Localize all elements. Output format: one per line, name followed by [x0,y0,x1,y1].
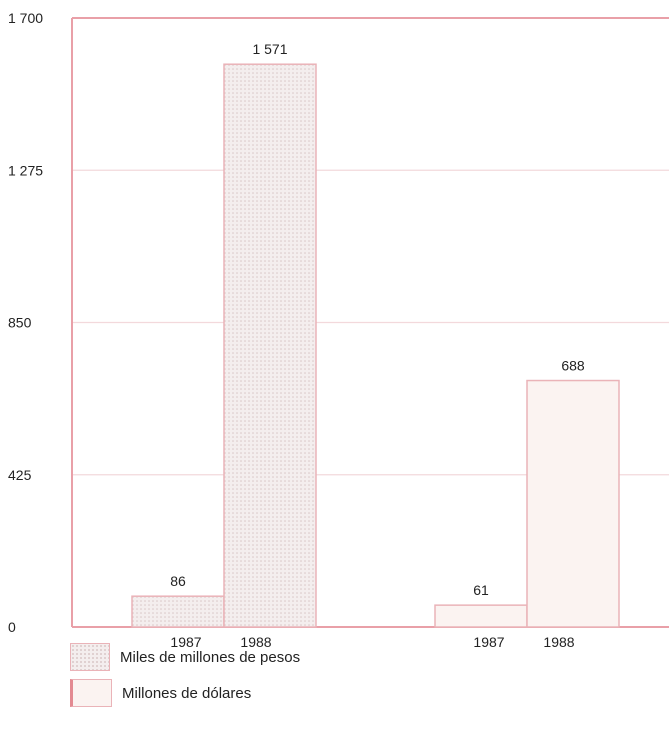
legend-item-pesos: Miles de millones de pesos [70,640,300,674]
bar-value-label: 1 571 [252,41,287,57]
bar-0-1987 [131,595,225,628]
bar-value-label: 688 [561,358,585,374]
legend-item-dolares: Millones de dólares [70,676,300,710]
legend-swatch-plain [70,679,112,707]
bar-value-label: 86 [170,573,186,589]
y-tick-label: 1 700 [8,10,43,26]
bar-1-1987 [434,604,528,628]
y-tick-label: 425 [8,467,32,483]
x-category-label: 1987 [473,634,504,650]
x-category-label: 1988 [543,634,574,650]
legend: Miles de millones de pesos Millones de d… [70,640,300,712]
legend-label-pesos: Miles de millones de pesos [120,648,301,666]
x-category-label: 1988 [240,634,271,650]
y-tick-label: 1 275 [8,162,43,178]
bar-value-label: 61 [473,582,489,598]
y-tick-label: 0 [8,619,16,635]
x-category-label: 1987 [170,634,201,650]
bar-0-1988 [223,63,317,628]
legend-label-dolares: Millones de dólares [122,684,252,702]
bar-1-1988 [526,379,620,628]
legend-swatch-dots [70,643,110,671]
y-tick-label: 850 [8,315,32,331]
